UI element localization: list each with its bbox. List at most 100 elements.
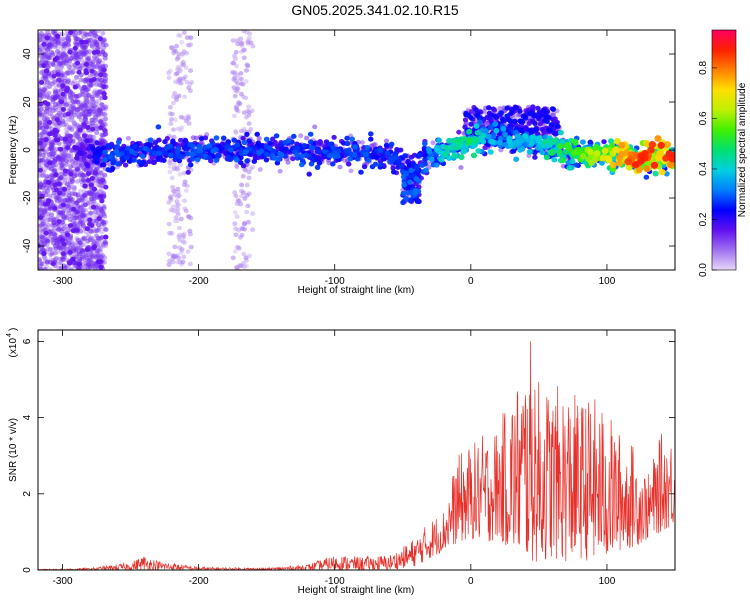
heatmap-blob <box>46 120 53 125</box>
heatmap-blob <box>94 126 100 132</box>
heatmap-blob <box>527 110 534 117</box>
heatmap-blob <box>81 154 87 160</box>
heatmap-blob <box>173 97 180 103</box>
heatmap-blob <box>127 158 133 165</box>
heatmap-blob <box>372 161 379 167</box>
heatmap-blob <box>250 43 256 49</box>
heatmap-blob <box>136 159 142 165</box>
heatmap-blob <box>149 155 156 161</box>
heatmap-blob <box>60 47 66 52</box>
heatmap-blob <box>298 133 304 139</box>
heatmap-blob <box>174 148 181 155</box>
heatmap-blob <box>479 132 486 139</box>
heatmap-blob <box>58 146 64 152</box>
heatmap-blob <box>233 130 239 135</box>
heatmap-blob <box>241 110 247 115</box>
heatmap-blob <box>109 165 116 171</box>
heatmap-blob <box>43 68 50 74</box>
heatmap-blob <box>58 55 64 61</box>
heatmap-blob <box>39 234 45 240</box>
heatmap-blob <box>46 95 52 100</box>
heatmap-blob <box>542 138 549 145</box>
heatmap-blob <box>47 247 53 252</box>
heatmap-blob <box>97 170 103 176</box>
heatmap-blob <box>477 119 483 125</box>
heatmap-blob <box>99 162 106 168</box>
heatmap-blob <box>62 136 69 142</box>
heatmap-blob <box>179 52 185 57</box>
heatmap-blob <box>87 31 93 37</box>
heatmap-blob <box>303 152 310 158</box>
heatmap-blob <box>54 137 61 143</box>
heatmap-blob <box>45 188 51 194</box>
heatmap-blob <box>363 151 369 158</box>
heatmap-blob <box>530 104 536 110</box>
heatmap-blob <box>70 256 76 262</box>
heatmap-blob <box>50 154 56 160</box>
heatmap-blob <box>82 103 88 109</box>
heatmap-blob <box>105 167 112 173</box>
heatmap-blob <box>361 164 368 170</box>
heatmap-blob <box>277 151 283 157</box>
heatmap-blob <box>49 81 55 87</box>
heatmap-blob <box>513 156 520 162</box>
heatmap-blob <box>232 93 238 99</box>
heatmap-blob <box>233 226 239 231</box>
heatmap-blob <box>487 149 494 155</box>
heatmap-blob <box>56 77 62 83</box>
heatmap-blob <box>78 151 84 157</box>
heatmap-blob <box>86 82 93 88</box>
heatmap-blob <box>71 106 77 112</box>
heatmap-blob <box>89 117 95 123</box>
heatmap-blob <box>170 100 176 106</box>
heatmap-blob <box>618 141 626 149</box>
heatmap-blob <box>194 156 201 163</box>
heatmap-blob <box>176 193 182 198</box>
heatmap-blob <box>605 155 613 162</box>
heatmap-blob <box>474 129 481 136</box>
heatmap-blob <box>51 168 58 174</box>
heatmap-blob <box>344 135 350 141</box>
heatmap-blob <box>413 164 420 170</box>
heatmap-blob <box>246 110 252 115</box>
heatmap-blob <box>255 140 262 146</box>
heatmap-blob <box>171 166 177 172</box>
heatmap-blob <box>59 162 65 168</box>
heatmap-blob <box>89 68 95 74</box>
heatmap-blob <box>87 134 93 139</box>
heatmap-blob <box>100 220 107 226</box>
heatmap-blob <box>307 139 314 145</box>
heatmap-blob <box>77 66 83 71</box>
heatmap-blob <box>317 139 323 145</box>
heatmap-blob <box>187 228 193 234</box>
heatmap-blob <box>39 193 45 199</box>
heatmap-blob <box>137 146 144 152</box>
heatmap-blob <box>652 170 659 177</box>
heatmap-blob <box>246 121 252 126</box>
heatmap-blob <box>101 91 107 97</box>
heatmap-blob <box>170 138 176 144</box>
heatmap-blob <box>96 216 102 222</box>
heatmap-blob <box>174 199 180 204</box>
heatmap-blob <box>52 101 59 107</box>
heatmap-blob <box>613 137 621 145</box>
heatmap-blob <box>90 126 96 132</box>
heatmap-blob <box>327 153 333 159</box>
heatmap-blob <box>461 135 468 142</box>
heatmap-blob <box>446 137 453 144</box>
heatmap-blob <box>41 251 47 257</box>
heatmap-blob <box>371 142 377 148</box>
heatmap-blob <box>171 188 177 194</box>
heatmap-blob <box>65 227 71 232</box>
heatmap-blob <box>546 127 552 133</box>
heatmap-blob <box>91 261 97 267</box>
heatmap-blob <box>97 36 104 42</box>
heatmap-blob <box>38 101 44 107</box>
heatmap-blob <box>240 226 246 232</box>
heatmap-blob <box>231 137 238 143</box>
heatmap-blob <box>240 173 246 179</box>
heatmap-blob <box>518 118 525 124</box>
heatmap-blob <box>354 148 360 154</box>
heatmap-blob <box>180 259 186 265</box>
